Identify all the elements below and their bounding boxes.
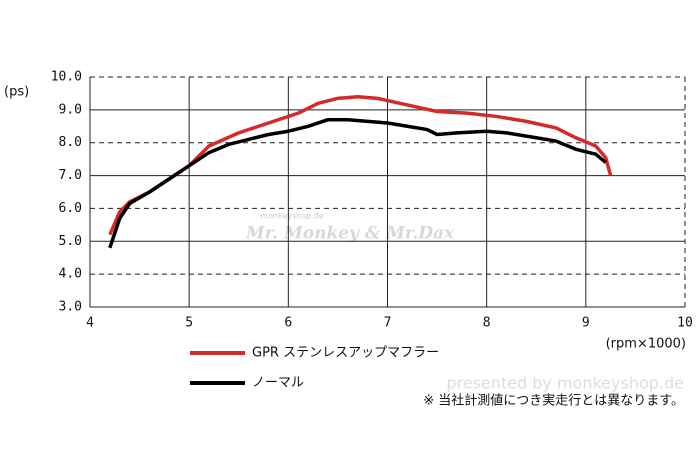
legend-label: ノーマル [252,376,304,391]
legend-label: GPR ステンレスアップマフラー [252,346,439,361]
watermark: presented by monkeyshop.de [446,374,684,393]
x-tick-label: 10 [677,316,693,331]
series-line [108,94,613,236]
note: ※ 当社計測値につき実走行とは異なります。 [423,393,684,409]
y-tick-label: 10.0 [51,70,82,85]
x-tick-label: 5 [185,316,193,331]
x-tick-label: 4 [86,316,94,331]
x-tick-label: 6 [284,316,292,331]
x-axis-label: (rpm×1000) [606,337,686,352]
watermark: monkeyshop.de [260,212,324,221]
y-tick-label: 6.0 [59,201,82,216]
y-tick-label: 4.0 [59,267,82,282]
y-tick-label: 5.0 [59,234,82,249]
y-tick-label: 3.0 [59,300,82,315]
y-axis-label: (ps) [4,85,29,100]
y-tick-label: 8.0 [59,135,82,150]
y-tick-label: 7.0 [59,168,82,183]
x-tick-label: 7 [384,316,392,331]
series-line [108,117,607,249]
watermark: Mr. Monkey & Mr.Dax [245,224,455,244]
y-tick-label: 9.0 [59,102,82,117]
x-tick-label: 9 [582,316,590,331]
x-tick-label: 8 [483,316,491,331]
